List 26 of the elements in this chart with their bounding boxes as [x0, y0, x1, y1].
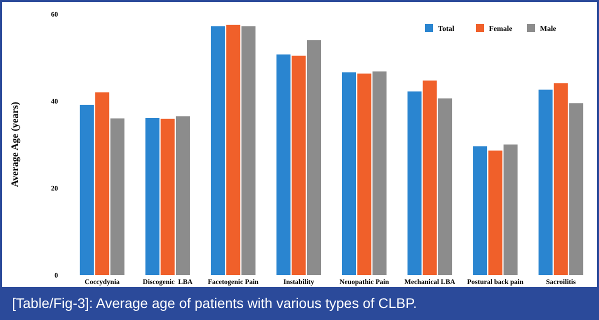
bar	[357, 74, 372, 275]
bar	[438, 98, 452, 275]
bar	[226, 24, 240, 275]
bar	[408, 91, 422, 275]
bar	[110, 118, 124, 275]
bar	[176, 116, 190, 275]
bar	[80, 104, 94, 275]
y-axis-title: Average Age (years)	[10, 102, 21, 188]
bar	[342, 72, 356, 275]
bar	[488, 150, 502, 275]
bar	[145, 118, 160, 275]
bar	[95, 92, 110, 275]
bar	[292, 56, 306, 275]
bar	[306, 40, 322, 275]
bar	[160, 118, 175, 275]
bar	[569, 103, 584, 275]
text: [Table/Fig-3]: Average age of patients with various types of CLBP.	[12, 295, 417, 311]
bar	[241, 26, 256, 275]
bar	[210, 26, 225, 275]
bar	[422, 80, 437, 275]
bar	[473, 146, 488, 275]
bar	[276, 54, 290, 275]
bar	[504, 144, 518, 275]
bar	[538, 90, 553, 275]
bar	[372, 71, 387, 275]
bar	[554, 83, 568, 275]
